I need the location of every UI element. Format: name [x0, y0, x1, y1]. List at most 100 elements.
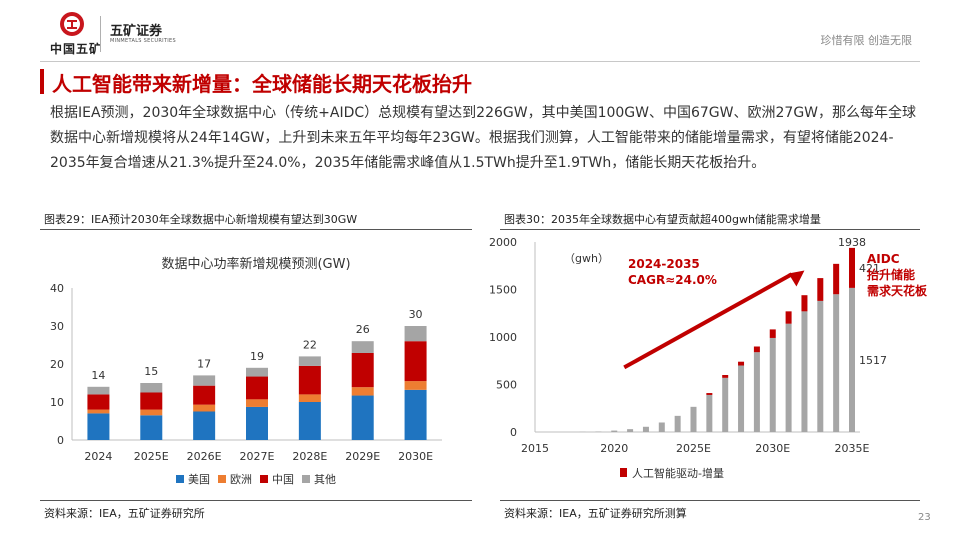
bar-increment: [753, 346, 760, 353]
bar-base: [801, 311, 808, 432]
bar-total-label: 15: [144, 365, 158, 378]
bar-segment-欧洲: [87, 409, 110, 414]
company-logo-icon: [60, 12, 84, 36]
bar-segment-其他: [246, 367, 268, 377]
legend-swatch: [218, 475, 226, 483]
bar-segment-欧洲: [351, 387, 374, 396]
slogan: 珍惜有限 创造无限: [820, 34, 913, 47]
right-source-rule: [500, 500, 920, 501]
bar-segment-美国: [246, 406, 268, 440]
legend-swatch: [620, 468, 627, 477]
bar-segment-中国: [87, 394, 110, 410]
increment-2035-label: 421: [859, 262, 880, 275]
x-tick-label: 2015: [521, 442, 549, 455]
bar-increment: [801, 295, 808, 312]
x-tick-label: 2029E: [345, 450, 380, 463]
bar-increment: [785, 311, 792, 324]
logo-divider: [100, 16, 101, 52]
growth-arrow-head: [788, 270, 805, 287]
bar-base: [785, 323, 792, 432]
x-tick-label: 2025E: [676, 442, 711, 455]
datacenter-capacity-chart: 数据中心功率新增规模预测(GW) 0 10 20 30 40 14 2024 15 2025E 17…: [50, 256, 442, 486]
x-tick-label: 2030E: [398, 450, 433, 463]
bar-base: [658, 422, 665, 432]
bar-increment: [769, 329, 776, 338]
bar-total-label: 17: [197, 357, 211, 370]
bar-increment: [849, 247, 855, 288]
y-tick-label: 500: [496, 379, 517, 392]
unit-label: （gwh）: [564, 252, 609, 265]
bar-increment: [722, 375, 729, 378]
bar-segment-其他: [351, 341, 374, 353]
side-note-line1: AIDC: [867, 252, 900, 266]
bar-segment-美国: [351, 395, 374, 440]
cagr-annotation-line1: 2024-2035: [628, 257, 700, 271]
bar-segment-其他: [87, 386, 110, 395]
header-divider: [40, 61, 920, 62]
bar-base: [769, 337, 776, 432]
bar-base: [690, 406, 697, 432]
legend-label: 人工智能驱动-增量: [632, 466, 724, 480]
bar-segment-欧洲: [140, 409, 163, 416]
brand-name: 五矿证券: [110, 24, 163, 39]
y-tick-label: 1500: [489, 284, 517, 297]
bar-total-label: 30: [409, 308, 423, 321]
legend-label: 中国: [272, 473, 294, 486]
base-2035-label: 1517: [859, 354, 887, 367]
bar-total-label: 19: [250, 350, 264, 363]
side-note-line3: 需求天花板: [867, 283, 928, 298]
bar-segment-美国: [298, 402, 321, 440]
bar-base: [674, 415, 681, 432]
title-accent-bar: [40, 69, 44, 94]
y-tick-label: 0: [510, 426, 517, 439]
storage-demand-chart: 0 500 1000 1500 2000 2015 2020 2025E 2030E 2035E （…: [489, 236, 928, 480]
total-2035-label: 1938: [838, 236, 866, 249]
legend-label: 美国: [188, 473, 210, 486]
bar-segment-中国: [404, 341, 427, 382]
bar-base: [817, 300, 824, 432]
bar-total-label: 26: [356, 323, 370, 336]
summary-paragraph: 根据IEA预测，2030年全球数据中心（传统+AIDC）总规模有望达到226GW…: [50, 105, 917, 171]
right-chart-caption: 图表30：2035年全球数据中心有望贡献超400gwh储能需求增量: [504, 213, 821, 226]
bar-segment-中国: [246, 376, 268, 400]
left-caption-rule: [40, 229, 472, 230]
right-caption-rule: [500, 229, 920, 230]
x-tick-label: 2020: [600, 442, 628, 455]
growth-arrow-line: [623, 272, 793, 370]
cagr-annotation-line2: CAGR≈24.0%: [628, 273, 717, 287]
bar-segment-美国: [140, 415, 163, 440]
bar-segment-欧洲: [298, 394, 321, 402]
bar-segment-美国: [404, 389, 427, 440]
bar-segment-美国: [87, 413, 110, 440]
x-tick-label: 2030E: [755, 442, 790, 455]
legend-swatch: [302, 475, 310, 483]
y-tick-label: 40: [50, 282, 64, 295]
y-tick-label: 2000: [489, 236, 517, 249]
y-tick-label: 30: [50, 320, 64, 333]
x-tick-label: 2025E: [134, 450, 169, 463]
bar-increment: [738, 361, 745, 366]
bar-increment: [817, 278, 824, 301]
bar-segment-其他: [140, 383, 163, 393]
x-tick-label: 2024: [84, 450, 112, 463]
right-chart-source: 资料来源：IEA，五矿证券研究所测算: [504, 507, 687, 520]
y-tick-label: 10: [50, 396, 64, 409]
bar-total-label: 14: [91, 369, 105, 382]
side-note-line2: 抬升储能: [867, 267, 915, 282]
x-tick-label: 2026E: [187, 450, 222, 463]
bar-base: [611, 430, 618, 432]
bar-increment: [833, 263, 840, 295]
bar-base: [833, 294, 840, 432]
bar-segment-其他: [193, 375, 216, 386]
bar-segment-其他: [404, 326, 427, 342]
bar-base: [642, 426, 649, 432]
x-tick-label: 2027E: [240, 450, 275, 463]
bar-total-label: 22: [303, 338, 317, 351]
bar-base: [753, 352, 760, 432]
chart-title: 数据中心功率新增规模预测(GW): [161, 256, 350, 272]
bar-segment-欧洲: [246, 399, 268, 407]
bar-base: [722, 377, 729, 432]
logo-text: 中国五矿: [50, 42, 103, 56]
bar-segment-欧洲: [404, 381, 427, 390]
bar-segment-中国: [193, 385, 216, 405]
